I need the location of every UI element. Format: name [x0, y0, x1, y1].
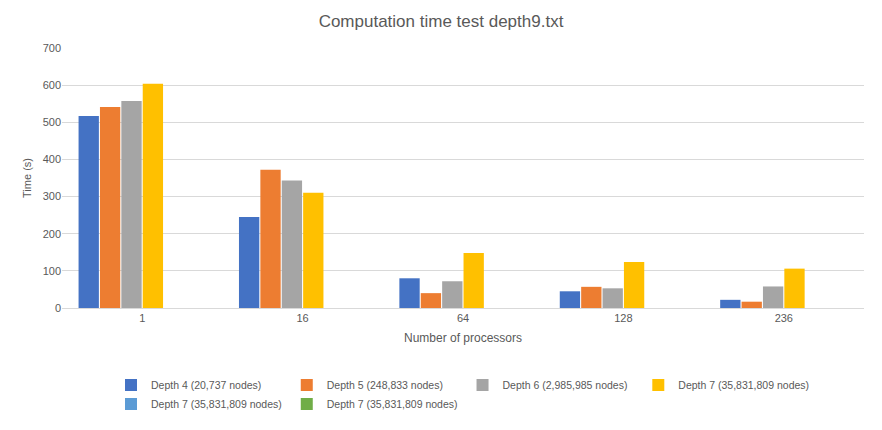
- svg-text:300: 300: [43, 190, 61, 202]
- svg-text:128: 128: [614, 312, 632, 324]
- svg-text:Number of processors: Number of processors: [404, 331, 522, 345]
- svg-text:600: 600: [43, 79, 61, 91]
- svg-text:Depth 5 (248,833 nodes): Depth 5 (248,833 nodes): [327, 379, 443, 391]
- svg-text:Computation time test depth9.t: Computation time test depth9.txt: [319, 12, 564, 31]
- svg-text:Depth 6 (2,985,985 nodes): Depth 6 (2,985,985 nodes): [503, 379, 628, 391]
- svg-text:Time (s): Time (s): [21, 158, 33, 198]
- svg-text:236: 236: [775, 312, 793, 324]
- svg-text:Depth 7 (35,831,809 nodes): Depth 7 (35,831,809 nodes): [678, 379, 809, 391]
- svg-text:16: 16: [296, 312, 308, 324]
- svg-text:500: 500: [43, 116, 61, 128]
- svg-text:0: 0: [55, 302, 61, 314]
- svg-text:64: 64: [457, 312, 469, 324]
- svg-text:200: 200: [43, 228, 61, 240]
- svg-text:700: 700: [43, 42, 61, 54]
- svg-text:100: 100: [43, 265, 61, 277]
- svg-text:Depth 4 (20,737 nodes): Depth 4 (20,737 nodes): [151, 379, 261, 391]
- svg-text:Depth 7 (35,831,809 nodes): Depth 7 (35,831,809 nodes): [151, 398, 282, 410]
- svg-text:Depth 7 (35,831,809 nodes): Depth 7 (35,831,809 nodes): [327, 398, 458, 410]
- svg-text:400: 400: [43, 153, 61, 165]
- svg-text:1: 1: [139, 312, 145, 324]
